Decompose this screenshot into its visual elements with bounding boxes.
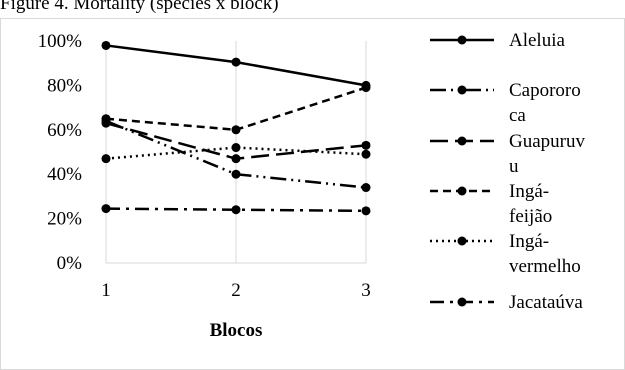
legend-label: Capororo [509,80,581,101]
data-point-0-0 [101,40,111,50]
legend-swatch-marker-5 [457,297,467,307]
data-point-5-0 [101,204,111,214]
legend-label: Jacataúva [509,292,583,313]
data-point-0-1 [231,57,241,67]
legend-label: Guapuruv [509,131,585,152]
legend-label: Ingá- [509,231,549,252]
legend-label: feijão [509,206,552,227]
data-point-3-0 [101,114,111,124]
x-axis-title: Blocos [210,320,263,341]
legend-label: u [509,156,519,177]
data-point-1-2 [361,183,371,193]
legend-swatch-marker-4 [457,236,467,246]
legend-swatch-marker-3 [457,186,467,196]
series-line-5 [105,207,367,213]
data-point-5-2 [361,206,371,216]
data-point-5-1 [231,205,241,215]
series-lines [101,40,371,216]
y-tick-label: 100% [38,31,83,52]
data-point-2-1 [231,154,241,164]
legend-label: Ingá- [509,181,549,202]
y-tick-label: 60% [47,120,82,141]
series-line-4 [105,146,367,160]
x-tick-label: 2 [231,280,241,301]
legend-swatch-marker-0 [457,35,467,45]
legend-label: vermelho [509,256,581,277]
data-point-3-2 [361,83,371,93]
data-point-4-1 [231,143,241,153]
data-point-3-1 [231,125,241,135]
y-tick-label: 0% [57,253,83,274]
data-point-4-0 [101,154,111,164]
chart-title: Figure 4. Mortality (species x block) [0,0,279,14]
y-tick-label: 80% [47,75,82,96]
legend-swatch-marker-1 [457,85,467,95]
legend-label: ca [509,105,526,126]
legend: Aleluia Capororo ca Guapuruv u Ingá-feijão Ing… [430,30,585,313]
axes: 0% 20% 40% 60% 80% 100% 1 2 3 [38,31,371,301]
legend-swatch-marker-2 [457,136,467,146]
x-tick-label: 3 [361,280,371,301]
legend-label: Aleluia [509,30,565,51]
x-tick-label: 1 [101,280,111,301]
data-point-2-2 [361,140,371,150]
y-tick-label: 40% [47,164,82,185]
data-point-1-1 [231,169,241,179]
y-tick-label: 20% [47,209,82,230]
data-point-4-2 [361,149,371,159]
